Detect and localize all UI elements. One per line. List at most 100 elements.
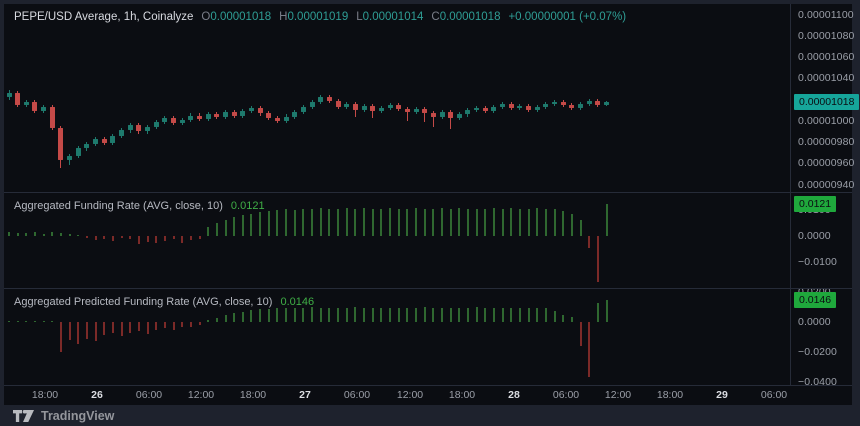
funding-bar-negative xyxy=(181,235,184,244)
candle xyxy=(15,93,21,105)
candle xyxy=(214,114,220,117)
funding-bar-positive xyxy=(354,208,357,236)
candle xyxy=(84,144,90,149)
candle xyxy=(404,109,410,113)
funding-bar-positive xyxy=(328,307,331,322)
funding-bar-positive xyxy=(570,213,573,236)
funding-bar-positive xyxy=(605,204,608,236)
candle xyxy=(49,107,55,129)
predicted-funding-pane[interactable]: Aggregated Predicted Funding Rate (AVG, … xyxy=(4,289,790,385)
tradingview-logo-icon[interactable] xyxy=(13,409,34,422)
funding-bar-negative xyxy=(129,235,132,240)
price-pane[interactable]: PEPE/USD Average, 1h, Coinalyze O0.00001… xyxy=(4,4,790,192)
candle xyxy=(569,104,575,109)
candle xyxy=(205,114,211,119)
y-axis-label: 0.0000 xyxy=(798,229,831,242)
candle xyxy=(344,103,350,107)
candle xyxy=(231,112,237,116)
symbol-title[interactable]: PEPE/USD Average, 1h, Coinalyze xyxy=(14,11,194,23)
y-axis-label: −0.0400 xyxy=(798,376,837,388)
funding-bar-positive xyxy=(241,311,244,322)
funding-bar-positive xyxy=(25,233,28,236)
candle xyxy=(378,108,384,112)
funding-bar-positive xyxy=(16,321,19,323)
funding-bar-negative xyxy=(137,322,140,331)
predicted-pane-title[interactable]: Aggregated Predicted Funding Rate (AVG, … xyxy=(14,296,273,308)
funding-bar-positive xyxy=(510,307,513,322)
time-axis-label: 18:00 xyxy=(239,389,267,401)
funding-bar-negative xyxy=(596,235,599,282)
funding-pane-header: Aggregated Funding Rate (AVG, close, 10)… xyxy=(14,200,265,212)
funding-bar-positive xyxy=(596,302,599,322)
candle xyxy=(75,148,81,156)
time-axis-label: 06:00 xyxy=(343,389,371,401)
funding-bar-negative xyxy=(172,235,175,240)
candle xyxy=(93,138,99,145)
funding-bar-positive xyxy=(363,208,366,236)
time-axis[interactable]: 18:00 26 06:00 12:00 18:00 27 06:00 12:00 18:00 2… xyxy=(4,386,790,405)
funding-bar-positive xyxy=(389,307,392,322)
funding-bar-negative xyxy=(59,322,62,352)
chart-area: PEPE/USD Average, 1h, Coinalyze O0.00001… xyxy=(4,4,860,405)
funding-bar-positive xyxy=(389,208,392,236)
pane-separator[interactable] xyxy=(4,288,852,289)
y-axis-label: −0.0100 xyxy=(798,255,837,268)
funding-bar-positive xyxy=(207,319,210,322)
candle xyxy=(422,109,428,114)
y-axis-label: 0.00001040 xyxy=(798,72,855,85)
y-axis-label: 0.00001060 xyxy=(798,51,855,64)
funding-bar-positive xyxy=(319,307,322,322)
candle xyxy=(430,113,436,117)
pane-separator[interactable] xyxy=(4,192,852,193)
funding-bar-positive xyxy=(475,307,478,322)
funding-rate-badge: 0.0121 xyxy=(794,196,837,213)
funding-bar-positive xyxy=(492,208,495,236)
funding-bar-positive xyxy=(553,208,556,236)
funding-bar-positive xyxy=(51,320,54,322)
funding-bar-positive xyxy=(311,209,314,236)
symbol-header: PEPE/USD Average, 1h, Coinalyze O0.00001… xyxy=(14,11,626,23)
funding-bar-positive xyxy=(484,307,487,322)
candle xyxy=(136,125,142,132)
candle xyxy=(292,112,298,117)
tradingview-logo-text[interactable]: TradingView xyxy=(41,408,115,423)
funding-bar-positive xyxy=(570,316,573,322)
funding-bar-positive xyxy=(458,208,461,236)
funding-bar-positive xyxy=(363,307,366,322)
funding-bar-negative xyxy=(129,322,132,334)
funding-bar-negative xyxy=(94,322,97,341)
price-axis[interactable]: 0.00001100 0.00001080 0.00001060 0.00001040… xyxy=(790,4,860,388)
candle xyxy=(586,100,592,104)
funding-pane-title[interactable]: Aggregated Funding Rate (AVG, close, 10) xyxy=(14,200,223,212)
funding-bar-positive xyxy=(544,308,547,322)
funding-bar-negative xyxy=(189,322,192,327)
funding-bar-positive xyxy=(285,209,288,236)
funding-bar-positive xyxy=(501,208,504,236)
candle xyxy=(474,108,480,111)
funding-bar-negative xyxy=(588,235,591,248)
funding-bar-positive xyxy=(42,233,45,236)
funding-bar-negative xyxy=(155,322,158,331)
candle xyxy=(101,138,107,144)
funding-bar-negative xyxy=(155,235,158,243)
candle xyxy=(58,128,64,161)
candle xyxy=(508,103,514,109)
candle xyxy=(119,130,125,136)
pane-separator xyxy=(4,385,852,386)
candle-wick xyxy=(424,107,426,122)
funding-pane[interactable]: Aggregated Funding Rate (AVG, close, 10)… xyxy=(4,193,790,288)
candle xyxy=(240,111,246,116)
ohlc-close: C0.00001018 xyxy=(431,11,501,23)
ohlc-open: O0.00001018 xyxy=(201,11,272,23)
funding-bar-positive xyxy=(33,320,36,322)
time-axis-label: 18:00 xyxy=(656,389,684,401)
time-axis-date-label: 28 xyxy=(508,389,520,401)
funding-bar-positive xyxy=(293,209,296,236)
funding-bar-negative xyxy=(198,235,201,239)
y-axis-label: −0.0200 xyxy=(798,346,837,358)
funding-bar-positive xyxy=(562,314,565,322)
funding-bar-negative xyxy=(120,322,123,337)
funding-bar-positive xyxy=(518,208,521,236)
funding-bar-negative xyxy=(120,235,123,239)
